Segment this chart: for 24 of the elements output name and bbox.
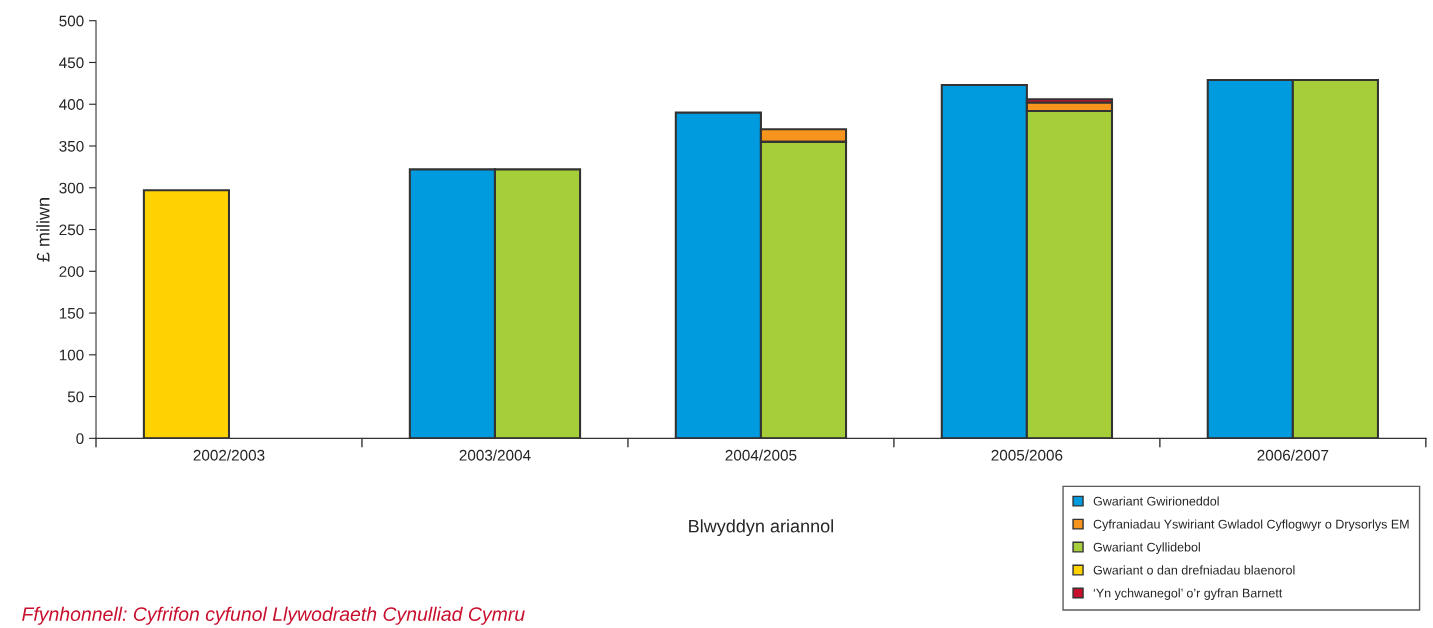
y-tick-label: 350 xyxy=(59,140,84,152)
legend-label: Gwariant Cyllidebol xyxy=(1093,542,1200,555)
y-tick-label: 50 xyxy=(67,391,84,403)
x-tick-label: 2006/2007 xyxy=(1257,449,1329,461)
y-tick-label: 150 xyxy=(59,307,84,319)
y-tick-label: 450 xyxy=(59,57,84,69)
x-tick-label: 2004/2005 xyxy=(725,449,797,461)
y-tick-label: 0 xyxy=(76,433,84,445)
y-tick-label: 200 xyxy=(59,266,84,277)
x-tick-label: 2002/2003 xyxy=(193,449,265,461)
x-tick-label: 2005/2006 xyxy=(991,449,1063,461)
y-tick-label: 400 xyxy=(59,99,84,110)
legend-label: Gwariant o dan drefniadau blaenorol xyxy=(1093,565,1295,575)
y-tick-label: 100 xyxy=(59,349,84,361)
text: Ffynhonnell: Cyfrifon cyfunol Llywodraeth Cynulliad Cymru xyxy=(22,606,525,625)
y-tick-label: 500 xyxy=(59,15,84,27)
x-axis-title: Blwyddyn ariannol xyxy=(689,519,833,537)
legend-label: Cyfraniadau Yswiriant Gwladol Cyflogwyr o Drysorlys EM xyxy=(1093,519,1409,532)
y-axis-title: £ miliwn xyxy=(36,198,50,262)
legend-label: ‘Yn ychwanegol’ o’r gyfran Barnett xyxy=(1093,588,1283,600)
y-tick-label: 300 xyxy=(59,182,84,194)
y-tick-label: 250 xyxy=(59,224,84,236)
legend-label: Gwariant Gwirioneddol xyxy=(1093,496,1219,506)
x-tick-label: 2003/2004 xyxy=(459,449,531,461)
